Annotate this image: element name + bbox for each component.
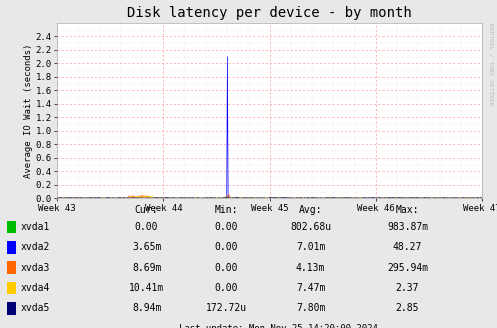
Text: 0.00: 0.00 xyxy=(214,242,238,252)
Text: 2.37: 2.37 xyxy=(396,283,419,293)
Text: 0.00: 0.00 xyxy=(214,283,238,293)
Text: 172.72u: 172.72u xyxy=(206,303,247,313)
Text: 7.80m: 7.80m xyxy=(296,303,326,313)
Text: xvda3: xvda3 xyxy=(20,263,50,273)
Text: 4.13m: 4.13m xyxy=(296,263,326,273)
Text: RRDTOOL / TOBI OETIKER: RRDTOOL / TOBI OETIKER xyxy=(489,23,494,106)
Text: 295.94m: 295.94m xyxy=(387,263,428,273)
Text: Min:: Min: xyxy=(214,205,238,215)
Text: 7.47m: 7.47m xyxy=(296,283,326,293)
Y-axis label: Average IO Wait (seconds): Average IO Wait (seconds) xyxy=(24,44,33,178)
Text: 7.01m: 7.01m xyxy=(296,242,326,252)
Text: Last update: Mon Nov 25 14:20:00 2024: Last update: Mon Nov 25 14:20:00 2024 xyxy=(179,324,378,328)
Text: 802.68u: 802.68u xyxy=(290,222,331,232)
Text: 10.41m: 10.41m xyxy=(129,283,164,293)
Text: 0.00: 0.00 xyxy=(214,263,238,273)
Text: xvda4: xvda4 xyxy=(20,283,50,293)
Text: 48.27: 48.27 xyxy=(393,242,422,252)
Text: 983.87m: 983.87m xyxy=(387,222,428,232)
Text: 2.85: 2.85 xyxy=(396,303,419,313)
Text: Avg:: Avg: xyxy=(299,205,323,215)
Text: 0.00: 0.00 xyxy=(135,222,159,232)
Text: 8.94m: 8.94m xyxy=(132,303,162,313)
Text: xvda5: xvda5 xyxy=(20,303,50,313)
Text: Cur:: Cur: xyxy=(135,205,159,215)
Title: Disk latency per device - by month: Disk latency per device - by month xyxy=(127,7,412,20)
Text: xvda2: xvda2 xyxy=(20,242,50,252)
Text: 0.00: 0.00 xyxy=(214,222,238,232)
Text: Max:: Max: xyxy=(396,205,419,215)
Text: 8.69m: 8.69m xyxy=(132,263,162,273)
Text: xvda1: xvda1 xyxy=(20,222,50,232)
Text: 3.65m: 3.65m xyxy=(132,242,162,252)
